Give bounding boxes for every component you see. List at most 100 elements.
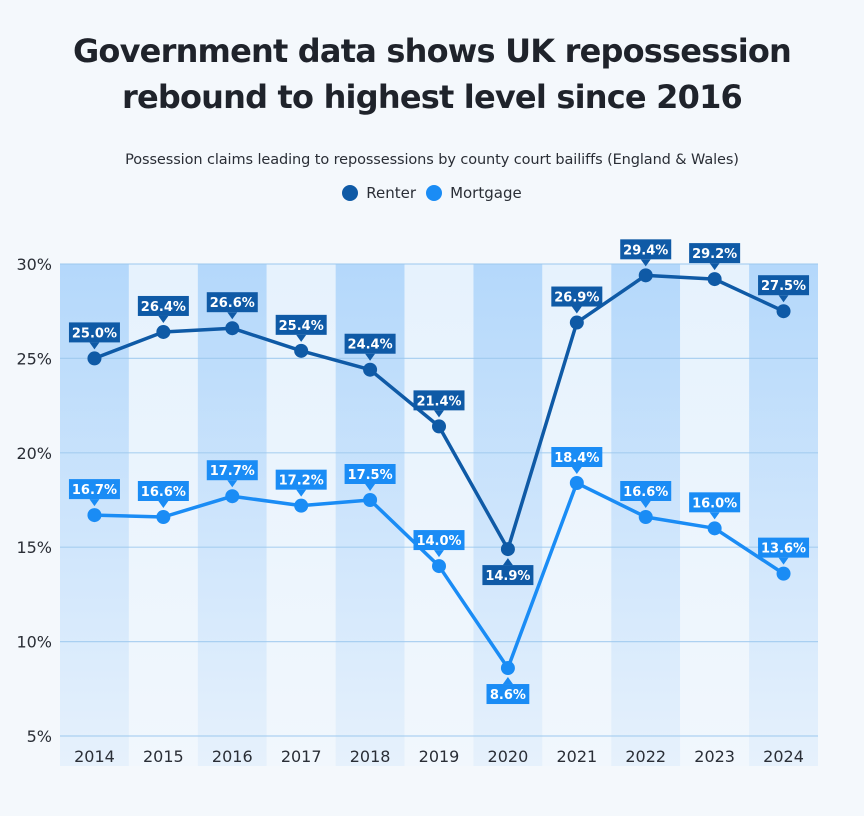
x-tick-label: 2016 (212, 747, 253, 766)
y-tick-label: 15% (16, 538, 52, 557)
data-point-renter (156, 324, 171, 339)
data-label-text: 8.6% (490, 688, 526, 703)
data-label-mortgage: 16.6% (620, 480, 672, 508)
data-label-renter: 24.4% (344, 333, 396, 361)
x-tick-label: 2019 (419, 747, 460, 766)
data-label-text: 14.0% (416, 534, 461, 549)
column-band-2021 (542, 264, 612, 766)
data-label-box (551, 447, 603, 468)
data-point-renter (569, 315, 584, 330)
data-label-pointer (365, 484, 376, 491)
data-label-pointer (158, 500, 169, 508)
x-tick-label: 2021 (556, 747, 597, 766)
data-label-text: 17.7% (210, 464, 255, 479)
data-point-renter (294, 343, 309, 358)
data-label-mortgage: 16.0% (689, 492, 741, 520)
data-point-renter (638, 268, 653, 283)
x-tick-label: 2020 (488, 747, 529, 766)
data-label-renter: 25.0% (68, 322, 120, 350)
data-label-box (68, 322, 120, 343)
data-label-mortgage: 16.7% (68, 479, 120, 507)
data-label-mortgage: 13.6% (758, 537, 810, 565)
data-label-pointer (434, 410, 444, 418)
y-tick-label: 5% (27, 727, 52, 746)
legend-label-renter: Renter (366, 184, 417, 202)
data-point-renter (500, 542, 515, 557)
data-point-mortgage (569, 476, 584, 491)
y-tick-label: 10% (16, 633, 52, 652)
data-label-box (344, 464, 396, 484)
data-label-pointer (571, 467, 582, 475)
y-axis: 5% 10% 15% 20% 25% 30% (16, 255, 52, 746)
data-label-text: 29.4% (623, 243, 668, 258)
data-point-mortgage (638, 509, 653, 524)
legend-marker-renter (342, 185, 359, 201)
data-label-text: 13.6% (761, 542, 806, 557)
data-point-mortgage (87, 508, 102, 523)
data-label-pointer (296, 489, 307, 497)
data-label-renter: 14.9% (482, 558, 534, 586)
data-label-pointer (640, 500, 651, 508)
data-label-mortgage: 8.6% (486, 677, 530, 705)
data-label-box (206, 292, 258, 313)
data-label-text: 16.6% (623, 485, 668, 500)
data-point-mortgage (363, 493, 378, 507)
data-label-mortgage: 18.4% (551, 447, 603, 475)
data-label-text: 29.2% (692, 247, 737, 262)
data-point-mortgage (432, 559, 446, 574)
data-label-text: 26.4% (141, 300, 186, 315)
y-tick-label: 30% (16, 255, 52, 274)
data-labels-layer: 25.0% 26.4% 26.6% 25.4% 24.4% 21.4% 14.9% 26.9%… (68, 239, 810, 705)
data-label-text: 26.9% (554, 291, 599, 306)
column-band-2019 (404, 264, 474, 766)
x-tick-label: 2018 (350, 747, 391, 766)
data-label-text: 26.6% (210, 296, 255, 311)
data-point-mortgage (707, 521, 722, 536)
data-point-mortgage (500, 661, 515, 676)
data-label-box (551, 286, 603, 307)
data-label-renter: 29.2% (689, 243, 741, 271)
data-label-renter: 26.6% (206, 292, 258, 320)
data-label-box (482, 565, 534, 586)
data-label-text: 21.4% (416, 394, 461, 409)
data-label-pointer (502, 677, 513, 685)
column-band-2024 (749, 264, 818, 766)
series-layer (87, 268, 791, 676)
data-label-pointer (89, 499, 100, 507)
legend: Renter Mortgage (0, 184, 864, 202)
legend-item-renter: Renter (342, 184, 416, 202)
data-label-mortgage: 16.6% (137, 480, 189, 508)
data-point-renter (776, 304, 791, 319)
chart-title-line-1: Government data shows UK repossession (72, 32, 792, 70)
data-label-pointer (89, 342, 100, 350)
data-label-pointer (434, 550, 444, 558)
data-point-renter (87, 351, 102, 366)
data-label-text: 16.7% (72, 483, 117, 498)
x-tick-label: 2023 (694, 747, 735, 766)
data-label-mortgage: 14.0% (413, 530, 465, 558)
data-point-renter (363, 362, 378, 377)
data-label-renter: 21.4% (413, 390, 465, 418)
data-point-renter (707, 272, 722, 287)
data-label-mortgage: 17.2% (275, 469, 327, 497)
data-point-renter (225, 321, 240, 336)
data-label-text: 14.9% (485, 569, 530, 584)
data-point-mortgage (776, 566, 791, 581)
data-label-box (206, 460, 258, 481)
legend-item-mortgage: Mortgage (426, 184, 522, 202)
data-label-text: 24.4% (348, 338, 393, 353)
y-tick-label: 20% (16, 444, 52, 463)
x-axis: 2014 2015 2016 2017 2018 2019 2020 2021 2022 2023… (74, 747, 804, 766)
data-label-box (137, 295, 189, 316)
data-label-box (275, 314, 327, 335)
data-label-pointer (778, 557, 789, 565)
data-label-text: 16.6% (141, 485, 186, 500)
data-label-text: 16.0% (692, 496, 737, 511)
x-tick-label: 2015 (143, 747, 184, 766)
data-label-renter: 27.5% (758, 275, 810, 303)
data-label-pointer (227, 312, 238, 320)
data-label-mortgage: 17.7% (206, 460, 258, 488)
data-label-box (413, 530, 465, 551)
data-point-mortgage (225, 489, 240, 504)
